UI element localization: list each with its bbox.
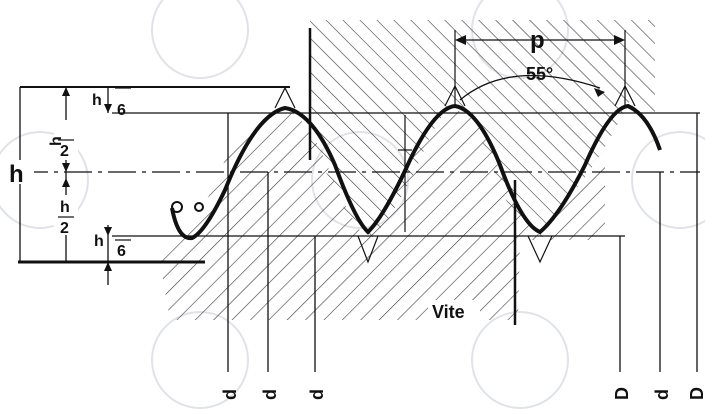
thread-profile-line: [170, 103, 662, 241]
angle-label: 55°: [526, 64, 553, 84]
diameter-label-d-pitch: d: [260, 389, 280, 400]
diameter-label-d-nut: d: [652, 389, 672, 400]
diameter-label-D-major: D: [687, 387, 705, 400]
diameter-label-d-minor: d: [307, 389, 327, 400]
h-half-lower-den: 2: [60, 220, 69, 237]
screw-label: Vite: [432, 302, 465, 322]
h-total-label: h: [9, 161, 24, 188]
diameter-label-d-major: d: [220, 389, 240, 400]
diameter-label-D-minor: D: [612, 387, 632, 400]
h-sixth-lower-den: 6: [117, 243, 126, 260]
h-half-lower-num: h: [60, 199, 70, 216]
h-sixth-upper-den: 6: [117, 102, 126, 119]
pitch-label: p: [530, 27, 545, 54]
h-half-upper-num: h: [48, 136, 65, 146]
h-half-upper-den: 2: [60, 143, 69, 160]
h-sixth-upper-num: h: [92, 92, 102, 109]
h-sixth-lower-num: h: [94, 233, 104, 250]
